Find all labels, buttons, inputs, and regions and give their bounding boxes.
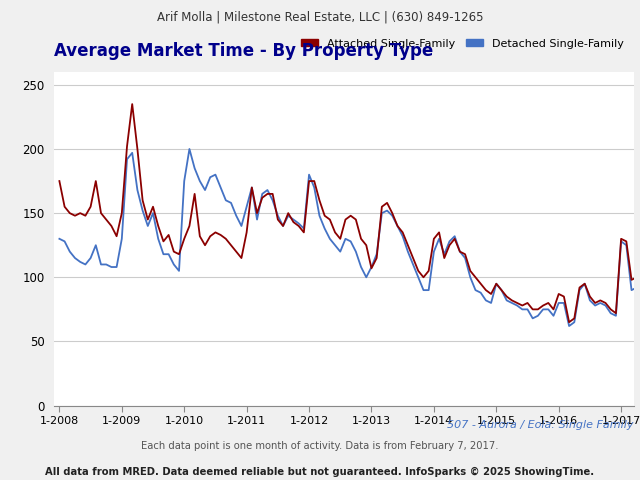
Text: Average Market Time - By Property Type: Average Market Time - By Property Type — [54, 42, 434, 60]
Legend: Attached Single-Family, Detached Single-Family: Attached Single-Family, Detached Single-… — [297, 34, 628, 53]
Text: 507 - Aurora / Eola: Single Family: 507 - Aurora / Eola: Single Family — [447, 420, 634, 430]
Text: All data from MRED. Data deemed reliable but not guaranteed. InfoSparks © 2025 S: All data from MRED. Data deemed reliable… — [45, 467, 595, 477]
Text: Arif Molla | Milestone Real Estate, LLC | (630) 849-1265: Arif Molla | Milestone Real Estate, LLC … — [157, 11, 483, 24]
Text: Each data point is one month of activity. Data is from February 7, 2017.: Each data point is one month of activity… — [141, 441, 499, 451]
